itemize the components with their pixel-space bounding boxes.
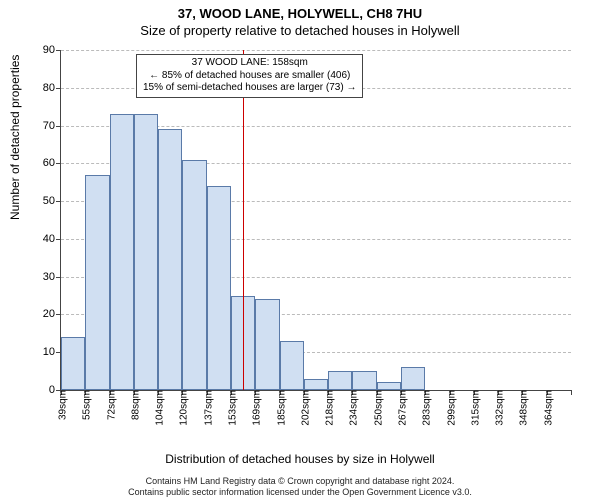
chart-title: 37, WOOD LANE, HOLYWELL, CH8 7HU	[0, 0, 600, 21]
x-tick-label: 153sqm	[224, 390, 239, 426]
y-tick-label: 90	[43, 44, 61, 56]
x-tick-label: 104sqm	[151, 390, 166, 426]
callout-line-2: ← 85% of detached houses are smaller (40…	[143, 70, 356, 83]
x-axis-label: Distribution of detached houses by size …	[0, 452, 600, 466]
x-tick-label: 137sqm	[199, 390, 214, 426]
histogram-bar	[182, 160, 206, 390]
x-tick-label: 120sqm	[175, 390, 190, 426]
x-tick-label: 250sqm	[369, 390, 384, 426]
callout-line-3: 15% of semi-detached houses are larger (…	[143, 82, 356, 95]
footer: Contains HM Land Registry data © Crown c…	[0, 476, 600, 500]
x-tick-mark	[571, 390, 572, 395]
histogram-bar	[134, 114, 158, 390]
histogram-bar	[85, 175, 109, 390]
y-tick-label: 40	[43, 233, 61, 245]
histogram-bar	[377, 382, 401, 390]
grid-line	[61, 50, 571, 51]
x-tick-label: 234sqm	[345, 390, 360, 426]
x-tick-label: 185sqm	[272, 390, 287, 426]
footer-line-1: Contains HM Land Registry data © Crown c…	[0, 476, 600, 487]
footer-line-2: Contains public sector information licen…	[0, 487, 600, 498]
x-tick-label: 348sqm	[515, 390, 530, 426]
x-tick-label: 202sqm	[296, 390, 311, 426]
x-tick-label: 332sqm	[491, 390, 506, 426]
y-axis-label: Number of detached properties	[8, 55, 22, 220]
histogram-bar	[352, 371, 376, 390]
y-tick-label: 20	[43, 308, 61, 320]
x-tick-label: 315sqm	[466, 390, 481, 426]
callout-line-1: 37 WOOD LANE: 158sqm	[143, 57, 356, 70]
plot-area: 010203040506070809039sqm55sqm72sqm88sqm1…	[60, 50, 571, 391]
x-tick-label: 169sqm	[248, 390, 263, 426]
y-tick-label: 30	[43, 271, 61, 283]
histogram-bar	[280, 341, 304, 390]
y-tick-label: 50	[43, 195, 61, 207]
y-tick-label: 10	[43, 346, 61, 358]
x-tick-label: 88sqm	[126, 390, 141, 420]
x-tick-label: 218sqm	[321, 390, 336, 426]
histogram-bar	[255, 299, 279, 390]
histogram-bar	[207, 186, 231, 390]
y-tick-label: 80	[43, 82, 61, 94]
marker-line	[243, 50, 244, 390]
x-tick-label: 299sqm	[442, 390, 457, 426]
chart-container: 37, WOOD LANE, HOLYWELL, CH8 7HU Size of…	[0, 0, 600, 500]
chart-subtitle: Size of property relative to detached ho…	[0, 21, 600, 38]
histogram-bar	[401, 367, 425, 390]
histogram-bar	[304, 379, 328, 390]
histogram-bar	[328, 371, 352, 390]
x-tick-label: 267sqm	[394, 390, 409, 426]
x-tick-label: 283sqm	[418, 390, 433, 426]
x-tick-label: 39sqm	[54, 390, 69, 420]
x-tick-label: 55sqm	[78, 390, 93, 420]
histogram-bar	[110, 114, 134, 390]
x-tick-label: 364sqm	[539, 390, 554, 426]
histogram-bar	[158, 129, 182, 390]
y-tick-label: 60	[43, 157, 61, 169]
y-tick-label: 70	[43, 120, 61, 132]
x-tick-label: 72sqm	[102, 390, 117, 420]
histogram-bar	[61, 337, 85, 390]
callout-box: 37 WOOD LANE: 158sqm← 85% of detached ho…	[136, 54, 363, 98]
